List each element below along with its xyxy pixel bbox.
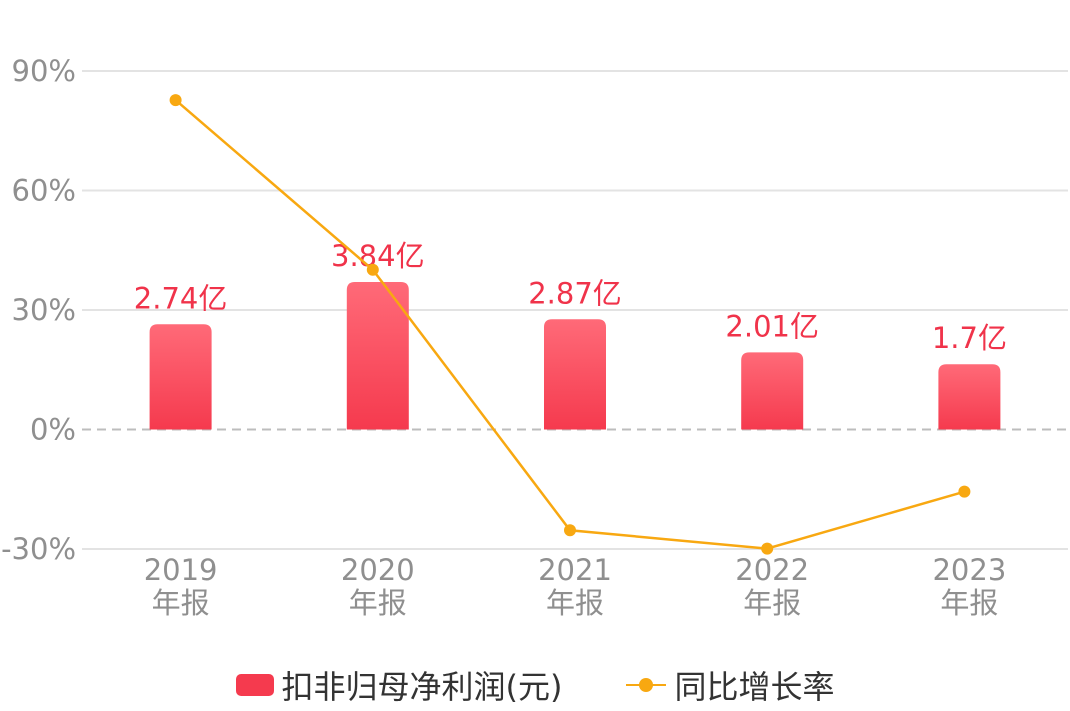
bar-data-label: 2.87亿 xyxy=(528,276,622,310)
bar[interactable] xyxy=(741,352,804,430)
legend-bar-label: 扣非归母净利润(元) xyxy=(281,668,563,706)
growth-point[interactable] xyxy=(366,263,379,276)
growth-point[interactable] xyxy=(761,542,774,555)
y-tick-label: -30% xyxy=(1,532,76,566)
legend-line-label: 同比增长率 xyxy=(674,668,835,706)
legend-bar-swatch xyxy=(235,674,274,696)
growth-point[interactable] xyxy=(958,485,971,498)
bar-series xyxy=(149,282,1001,430)
x-axis-ticks: 2019 年报 2020 年报 2021 年报 2022 年报 2023 年报 xyxy=(144,553,1007,620)
growth-point[interactable] xyxy=(169,94,182,107)
bar-data-label: 1.7亿 xyxy=(932,321,1007,355)
legend-item-line[interactable]: 同比增长率 xyxy=(626,662,835,708)
bar-data-label: 2.01亿 xyxy=(725,309,819,343)
x-tick-label: 2020 年报 xyxy=(341,553,415,620)
line-series xyxy=(169,94,971,555)
grid-lines xyxy=(82,70,1068,550)
bar-data-label: 2.74亿 xyxy=(134,281,228,315)
x-tick-label: 2021 年报 xyxy=(538,553,612,620)
legend-line-swatch xyxy=(626,674,667,696)
bar[interactable] xyxy=(149,324,212,430)
y-axis-ticks: 90% 60% 30% 0% -30% xyxy=(1,54,76,566)
x-tick-label: 2023 年报 xyxy=(932,553,1006,620)
y-tick-label: 60% xyxy=(12,174,76,208)
x-tick-label: 2019 年报 xyxy=(144,553,218,620)
legend: 扣非归母净利润(元) 同比增长率 xyxy=(0,662,1070,708)
bar[interactable] xyxy=(544,319,606,430)
bar[interactable] xyxy=(938,364,1001,430)
growth-point[interactable] xyxy=(564,524,576,537)
x-tick-label: 2022 年报 xyxy=(735,553,809,620)
legend-item-bar[interactable]: 扣非归母净利润(元) xyxy=(235,662,563,708)
y-tick-label: 90% xyxy=(12,54,76,88)
bar[interactable] xyxy=(346,282,409,430)
y-tick-label: 0% xyxy=(30,413,76,447)
y-tick-label: 30% xyxy=(12,293,76,327)
